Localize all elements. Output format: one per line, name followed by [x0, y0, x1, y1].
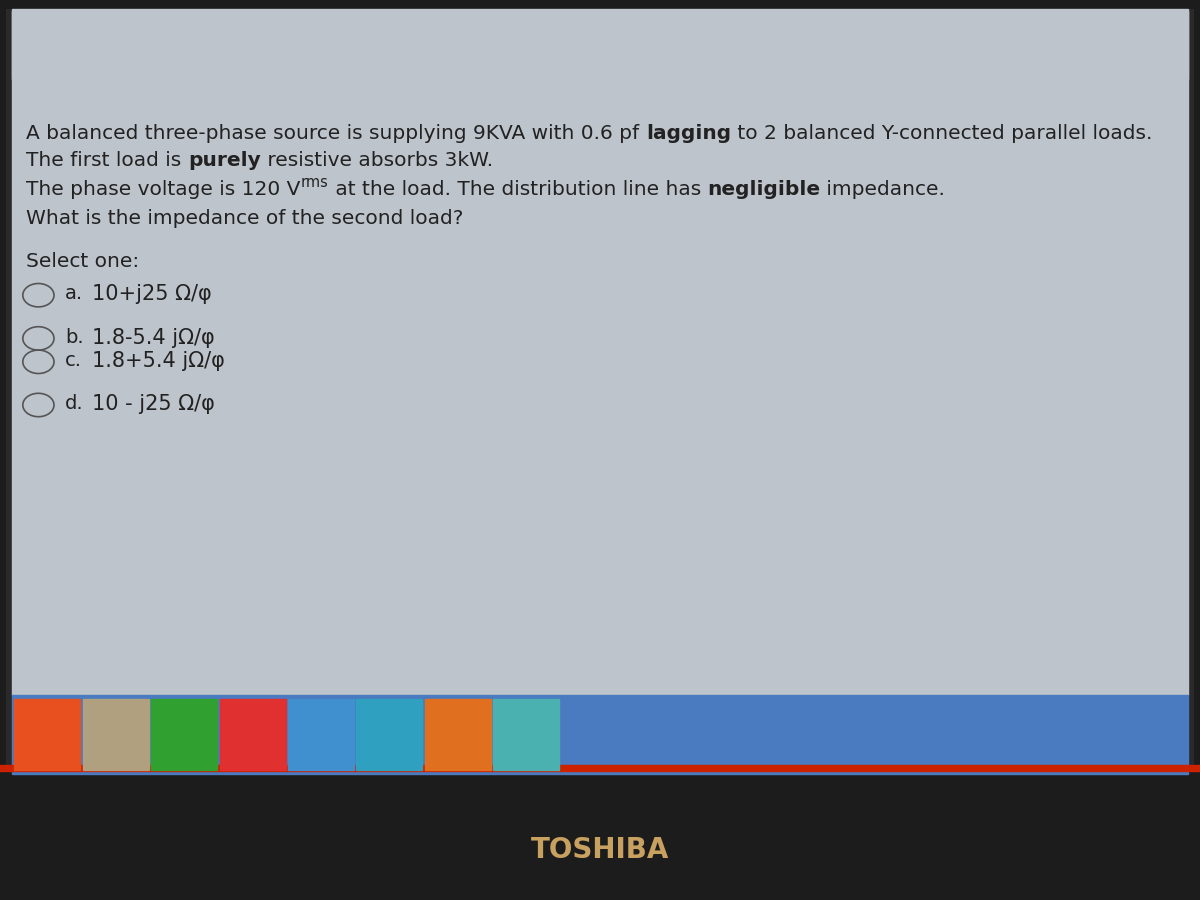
- Text: to 2 balanced Y-connected parallel loads.: to 2 balanced Y-connected parallel loads…: [731, 124, 1152, 143]
- Text: What is the impedance of the second load?: What is the impedance of the second load…: [26, 209, 463, 228]
- Text: lagging: lagging: [646, 124, 731, 143]
- Text: Select one:: Select one:: [26, 252, 139, 271]
- Text: A balanced three-phase source is supplying 9KVA with 0.6 pf: A balanced three-phase source is supplyi…: [26, 124, 646, 143]
- Text: resistive absorbs 3kW.: resistive absorbs 3kW.: [260, 151, 493, 170]
- Text: purely: purely: [188, 151, 260, 170]
- Text: 10+j25 Ω/φ: 10+j25 Ω/φ: [92, 284, 212, 304]
- Text: at the load. The distribution line has: at the load. The distribution line has: [329, 180, 707, 199]
- Text: The phase voltage is 120 V: The phase voltage is 120 V: [26, 180, 301, 199]
- Text: 10 - j25 Ω/φ: 10 - j25 Ω/φ: [92, 394, 215, 414]
- Text: d.: d.: [65, 394, 84, 413]
- Text: TOSHIBA: TOSHIBA: [530, 836, 670, 865]
- Text: 1.8+5.4 jΩ/φ: 1.8+5.4 jΩ/φ: [92, 351, 226, 371]
- Text: b.: b.: [65, 328, 84, 346]
- Text: a.: a.: [65, 284, 83, 303]
- Text: rms: rms: [301, 175, 329, 190]
- Text: 1.8-5.4 jΩ/φ: 1.8-5.4 jΩ/φ: [92, 328, 215, 347]
- Text: The first load is: The first load is: [26, 151, 188, 170]
- Text: negligible: negligible: [707, 180, 821, 199]
- Text: impedance.: impedance.: [821, 180, 946, 199]
- Text: c.: c.: [65, 351, 82, 370]
